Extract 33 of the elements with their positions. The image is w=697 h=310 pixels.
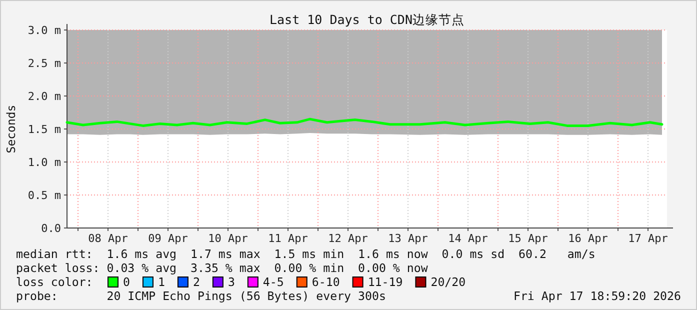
x-tick-label: 10 Apr [208,232,248,245]
y-axis-title: Seconds [4,104,18,154]
y-tick-label: 1.0 m [28,156,62,169]
text: packet loss: 0.03 % avg 3.35 % max 0.00 % min 0.00 % now [16,261,428,275]
text: probe: 20 ICMP Echo Pings (56 Bytes) every 300s [16,289,386,303]
legend-label: 3 [228,275,235,289]
y-tick-label: 0.0 [41,222,61,235]
legend-label: 0 [123,275,130,289]
chart-title: Last 10 Days to CDN边缘节点 [270,12,464,27]
y-tick-label: 2.0 m [28,90,62,103]
y-tick-label: 2.5 m [28,57,62,70]
x-tick-label: 16 Apr [568,232,608,245]
y-tick-label: 1.5 m [28,123,62,136]
legend-label: 4-5 [262,275,284,289]
line-series [66,118,664,127]
text: median rtt: 1.6 ms avg 1.7 ms max 1.5 ms min 1.6 ms now 0.0 ms sd 60.2 am/s [16,247,596,261]
legend-label: 2 [192,275,200,289]
x-tick-label: 08 Apr [88,232,128,245]
text: Fri Apr 17 18:59:20 2026 [513,289,682,303]
x-tick-label: 15 Apr [508,232,548,245]
legend-label: 6-10 [312,275,340,289]
y-tick-label: 0.5 m [28,189,62,202]
x-tick-label: 12 Apr [328,232,368,245]
x-tick-label: 13 Apr [388,232,428,245]
legend-label: 1 [158,275,165,289]
x-tick-label: 11 Apr [268,232,308,245]
legend-title: loss color: [16,275,93,289]
y-tick-label: 3.0 m [28,24,62,37]
x-tick-label: 17 Apr [628,232,668,245]
x-tick-label: 09 Apr [148,232,188,245]
x-tick-label: 14 Apr [448,232,488,245]
legend-label: 11-19 [368,275,403,289]
legend-label: 20/20 [430,275,466,289]
